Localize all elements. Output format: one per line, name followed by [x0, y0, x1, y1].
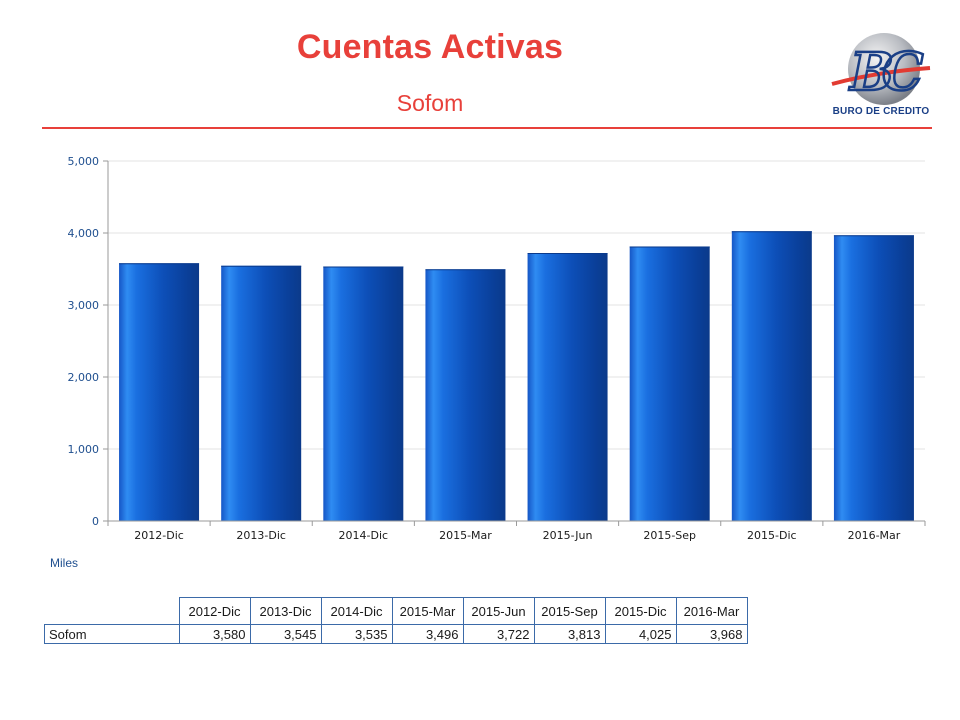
table-row: Sofom 3,580 3,545 3,535 3,496 3,722 3,81…	[44, 624, 748, 644]
table-cell: 3,813	[533, 624, 606, 644]
y-tick-label: 1,000	[68, 443, 100, 456]
table-cell: 3,722	[462, 624, 535, 644]
table-header-cell: 2016-Mar	[675, 597, 748, 625]
table-header-cell: 2015-Dic	[604, 597, 677, 625]
title-divider	[42, 127, 932, 129]
bar-chart: 0 1,000 2,000 3,000 4,000 5,000 2012-Dic 2013-D…	[68, 155, 926, 542]
bar-2015-Jun	[527, 253, 608, 521]
x-tick-label: 2015-Dic	[747, 529, 797, 542]
x-tick-label: 2012-Dic	[134, 529, 184, 542]
x-tick-label: 2015-Mar	[439, 529, 492, 542]
table-cell: 3,580	[178, 624, 251, 644]
table-cell: 4,025	[604, 624, 677, 644]
table-row-label: Sofom	[44, 624, 180, 644]
logo-text: BURO DE CREDITO	[832, 106, 930, 117]
bar-2016-Mar	[833, 235, 914, 521]
data-table: 2012-Dic 2013-Dic 2014-Dic 2015-Mar 2015…	[44, 597, 748, 644]
table-header-cell: 2015-Mar	[391, 597, 464, 625]
table-header-cell: 2012-Dic	[178, 597, 251, 625]
bar-2015-Mar	[425, 269, 506, 521]
table-cell: 3,968	[675, 624, 748, 644]
table-header-cell: 2013-Dic	[249, 597, 322, 625]
table-cell: 3,496	[391, 624, 464, 644]
table-header-cell: 2015-Jun	[462, 597, 535, 625]
units-label: Miles	[50, 556, 79, 570]
table-corner-cell	[44, 597, 180, 625]
bar-2015-Dic	[731, 231, 812, 521]
x-tick-label: 2014-Dic	[339, 529, 389, 542]
table-header-row: 2012-Dic 2013-Dic 2014-Dic 2015-Mar 2015…	[44, 597, 748, 625]
x-tick-label: 2016-Mar	[848, 529, 901, 542]
x-tick-label: 2013-Dic	[236, 529, 286, 542]
svg-text:C: C	[882, 42, 923, 103]
bar-2015-Sep	[629, 246, 710, 521]
bar-2013-Dic	[221, 265, 302, 521]
y-tick-label: 2,000	[68, 371, 100, 384]
y-tick-label: 5,000	[68, 155, 100, 168]
x-tick-label: 2015-Jun	[543, 529, 593, 542]
bar-2014-Dic	[323, 266, 404, 521]
bar-2012-Dic	[119, 263, 200, 521]
x-tick-label: 2015-Sep	[643, 529, 696, 542]
svg-text:B: B	[848, 42, 894, 103]
table-cell: 3,535	[320, 624, 393, 644]
page-title: Cuentas Activas	[296, 28, 564, 66]
y-tick-label: 4,000	[68, 227, 100, 240]
table-header-cell: 2015-Sep	[533, 597, 606, 625]
y-tick-label: 3,000	[68, 299, 100, 312]
table-cell: 3,545	[249, 624, 322, 644]
buro-de-credito-logo-icon: B C	[831, 33, 931, 105]
table-header-cell: 2014-Dic	[320, 597, 393, 625]
y-tick-label: 0	[92, 515, 99, 528]
page-subtitle: Sofom	[396, 90, 464, 116]
